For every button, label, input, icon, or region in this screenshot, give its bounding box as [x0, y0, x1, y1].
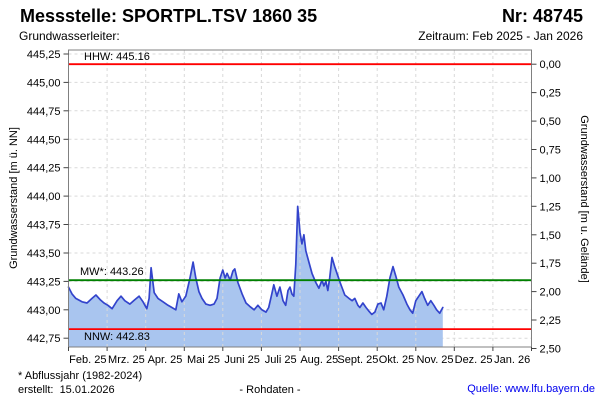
raw-data-note: - Rohdaten - [239, 384, 301, 396]
aquifer-label: Grundwasserleiter: [19, 29, 120, 43]
x-tick-label: Mai 25 [187, 354, 220, 366]
y-right-tick-label: 0,00 [540, 59, 561, 71]
station-number: Nr: 48745 [501, 6, 583, 26]
mw-reference-label: MW*: 443.26 [80, 266, 144, 278]
x-tick-label: Juli 25 [265, 354, 297, 366]
y-left-tick-label: 445,00 [27, 77, 61, 89]
y-right-tick-label: 1,75 [540, 258, 561, 270]
page-title-station: Messstelle: SPORTPL.TSV 1860 35 [20, 6, 318, 26]
y-right-tick-label: 2,50 [540, 343, 561, 355]
x-tick-label: Apr. 25 [148, 354, 183, 366]
y-left-tick-label: 444,00 [27, 191, 61, 203]
y-left-tick-label: 444,50 [27, 134, 61, 146]
y-left-tick-label: 444,25 [27, 163, 61, 175]
y-left-tick-label: 443,75 [27, 220, 61, 232]
y-left-tick-label: 443,25 [27, 276, 61, 288]
hhw-reference-label: HHW: 445.16 [84, 51, 150, 63]
footnote-abflussjahr: * Abflussjahr (1982-2024) [18, 370, 143, 382]
y-left-tick-label: 442,75 [27, 333, 61, 345]
y-right-tick-label: 2,25 [540, 315, 561, 327]
y-right-tick-label: 0,50 [540, 116, 561, 128]
y-left-tick-label: 443,50 [27, 248, 61, 260]
x-tick-label: Mrz. 25 [108, 354, 145, 366]
y-right-tick-label: 0,25 [540, 88, 561, 100]
groundwater-line [67, 205, 444, 316]
y-right-tick-label: 0,75 [540, 144, 561, 156]
x-tick-label: Aug. 25 [300, 354, 338, 366]
y-left-tick-label: 443,00 [27, 305, 61, 317]
created-date: erstellt: 15.01.2026 [18, 384, 115, 396]
y-axis-left-title: Grundwasserstand [m ü. NN] [8, 127, 20, 269]
nnw-reference-label: NNW: 442.83 [84, 331, 150, 343]
x-tick-label: Feb. 25 [69, 354, 106, 366]
y-right-tick-label: 2,00 [540, 287, 561, 299]
x-tick-label: Juni 25 [224, 354, 259, 366]
y-axis-right-title: Grundwasserstand [m u. Gelände] [578, 115, 590, 283]
x-tick-label: Jan. 26 [494, 354, 530, 366]
y-left-tick-label: 445,25 [27, 49, 61, 61]
source-link[interactable]: Quelle: www.lfu.bayern.de [467, 383, 595, 395]
y-right-tick-label: 1,00 [540, 173, 561, 185]
y-left-tick-label: 444,75 [27, 106, 61, 118]
y-right-tick-label: 1,50 [540, 230, 561, 242]
x-tick-label: Okt. 25 [379, 354, 414, 366]
groundwater-area [68, 206, 443, 347]
y-right-tick-label: 1,25 [540, 201, 561, 213]
x-tick-label: Sept. 25 [337, 354, 378, 366]
x-tick-label: Nov. 25 [416, 354, 453, 366]
x-tick-label: Dez. 25 [455, 354, 493, 366]
period-label: Zeitraum: Feb 2025 - Jan 2026 [418, 29, 583, 43]
